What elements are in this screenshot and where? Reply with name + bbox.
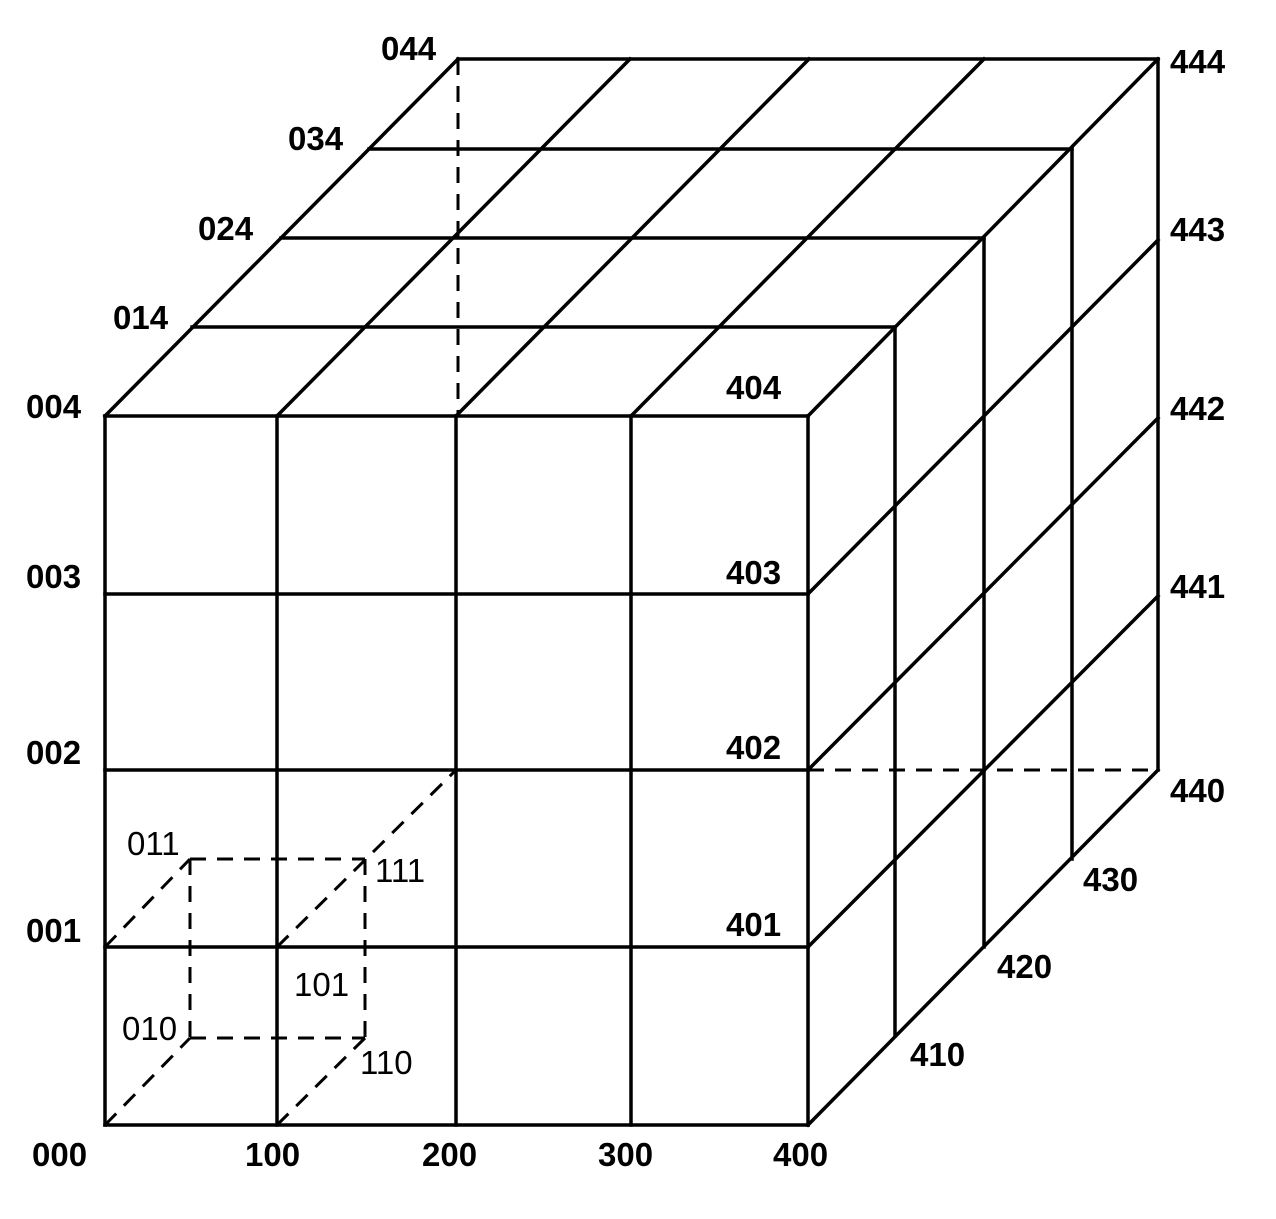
label-400: 400 (773, 1136, 828, 1173)
label-441: 441 (1170, 568, 1225, 605)
top-diagonal-line (102, 56, 461, 419)
top-diagonal-line (453, 56, 812, 419)
label-111: 111 (375, 852, 425, 889)
hidden-diagonal-edge (275, 768, 458, 949)
label-014: 014 (113, 299, 169, 336)
label-003: 003 (26, 558, 81, 595)
label-444: 444 (1170, 43, 1226, 80)
label-024: 024 (198, 210, 254, 247)
label-001: 001 (26, 912, 81, 949)
hidden-edges (103, 59, 1158, 1127)
label-401: 401 (726, 906, 781, 943)
label-004: 004 (26, 388, 82, 425)
label-200: 200 (422, 1136, 477, 1173)
label-300: 300 (598, 1136, 653, 1173)
label-442: 442 (1170, 390, 1225, 427)
label-110: 110 (360, 1044, 413, 1081)
label-430: 430 (1083, 861, 1138, 898)
label-101: 101 (294, 966, 349, 1003)
label-440: 440 (1170, 772, 1225, 809)
top-face-grid (102, 56, 1161, 419)
label-404: 404 (726, 369, 782, 406)
hidden-diagonal-edge (275, 1036, 367, 1127)
label-100: 100 (245, 1136, 300, 1173)
inner-unit-cube (188, 857, 367, 1040)
label-420: 420 (997, 948, 1052, 985)
label-002: 002 (26, 734, 81, 771)
label-010: 010 (122, 1010, 177, 1047)
vertex-labels: 000 100 200 300 400 001 002 003 004 014 … (26, 30, 1226, 1173)
label-410: 410 (910, 1036, 965, 1073)
hidden-diagonal-edge (103, 857, 192, 949)
right-face-grid (805, 57, 1161, 1128)
front-face-grid (103, 414, 810, 1127)
label-443: 443 (1170, 211, 1225, 248)
label-011: 011 (127, 825, 180, 862)
label-000: 000 (32, 1136, 87, 1173)
top-diagonal-line (274, 56, 633, 419)
label-034: 034 (288, 120, 344, 157)
hidden-diagonal-edge (103, 1036, 192, 1127)
label-402: 402 (726, 729, 781, 766)
top-diagonal-line (628, 56, 987, 419)
label-403: 403 (726, 554, 781, 591)
label-044: 044 (381, 30, 437, 67)
